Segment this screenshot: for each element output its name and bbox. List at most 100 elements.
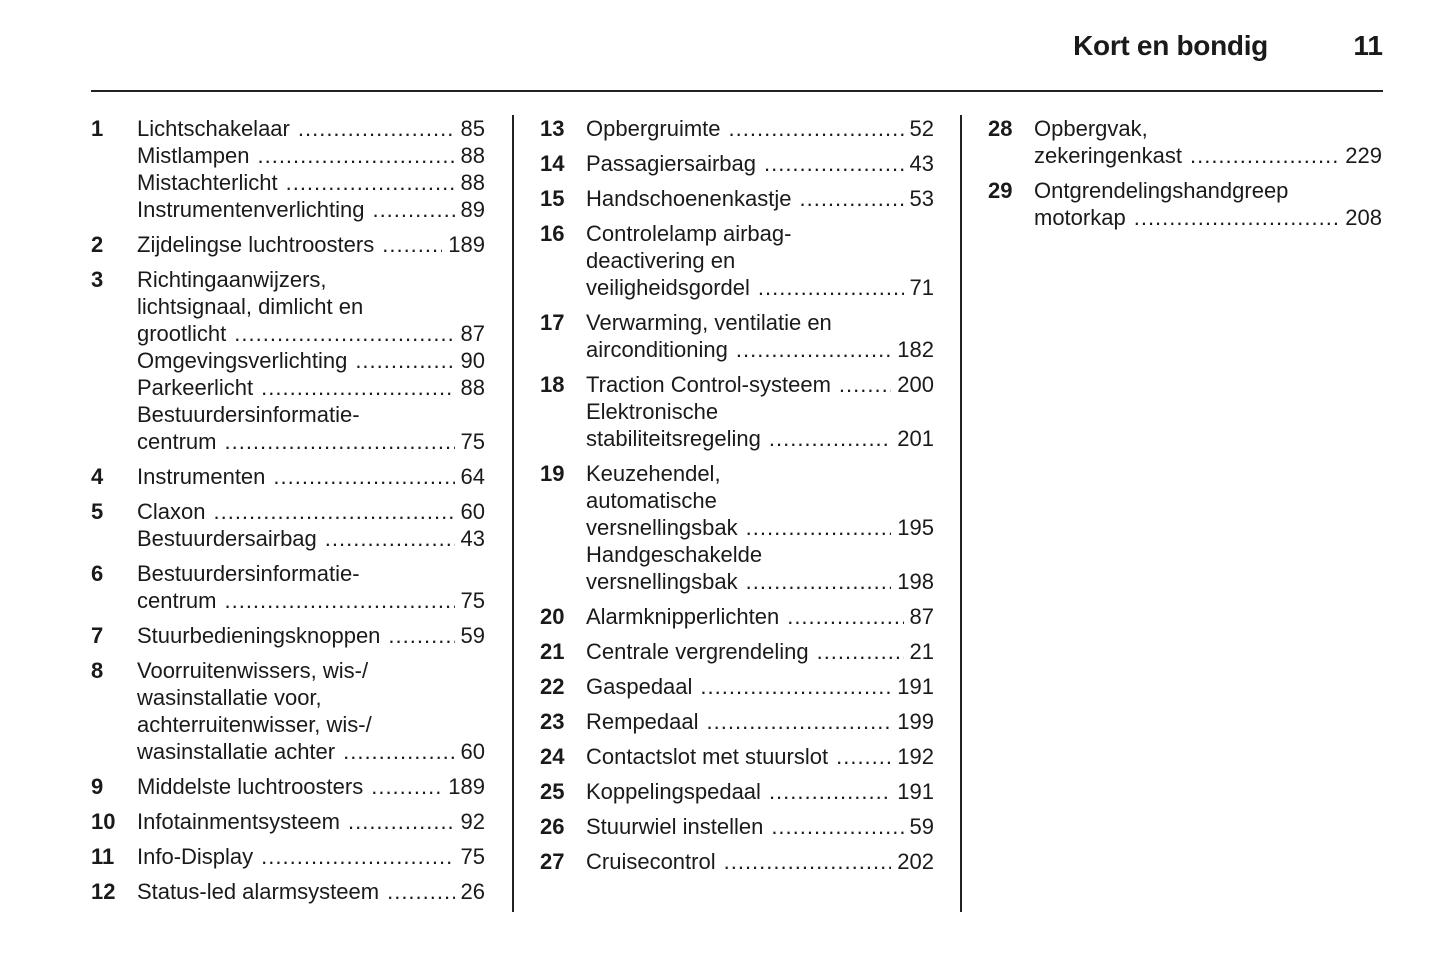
page-reference: 89 xyxy=(460,197,485,222)
entry-line: Omgevingsverlichting....................… xyxy=(137,347,485,374)
entry-line: Lichtschakelaar.........................… xyxy=(137,115,485,142)
entry-line: Verwarming, ventilatie en xyxy=(586,309,934,336)
entry-text: deactivering en xyxy=(586,248,736,273)
entry-line: Zijdelingse luchtroosters...............… xyxy=(137,231,485,258)
dot-leader: ........................................… xyxy=(768,426,891,451)
dot-leader: ........................................… xyxy=(763,151,904,176)
entry-text: Contactslot met stuurslot xyxy=(586,744,829,769)
entry-number: 26 xyxy=(540,814,565,839)
entry-line: deactivering en xyxy=(586,247,934,274)
entry-number: 8 xyxy=(91,658,104,683)
entry-lines: Lichtschakelaar.........................… xyxy=(137,115,485,223)
dot-leader: ........................................… xyxy=(355,348,455,373)
entry-line: Contactslot met stuurslot...............… xyxy=(586,743,934,770)
dot-leader: ........................................… xyxy=(757,275,904,300)
entry-lines: Stuurwiel instellen.....................… xyxy=(586,813,934,840)
entry-line: Alarmknipperlichten.....................… xyxy=(586,603,934,630)
entry-text: Passagiersairbag xyxy=(586,151,756,176)
dot-leader: ........................................… xyxy=(768,779,891,804)
page-reference: 189 xyxy=(448,774,485,799)
entry-text: Bestuurdersinformatie- xyxy=(137,402,360,427)
entry-text: Omgevingsverlichting xyxy=(137,348,348,373)
index-entry: 7 Stuurbedieningsknoppen.................… xyxy=(91,622,485,649)
page-reference: 21 xyxy=(909,639,934,664)
entry-line: Info-Display............................… xyxy=(137,843,485,870)
entry-lines: Middelste luchtroosters.................… xyxy=(137,773,485,800)
entry-number: 17 xyxy=(540,310,565,335)
entry-lines: Stuurbedieningsknoppen..................… xyxy=(137,622,485,649)
index-entry: 29 Ontgrendelingshandgreep motorkap.......… xyxy=(988,177,1382,231)
entry-line: wasinstallatie achter...................… xyxy=(137,738,485,765)
entry-text: veiligheidsgordel xyxy=(586,275,750,300)
entry-text: Keuzehendel, xyxy=(586,461,721,486)
page-reference: 198 xyxy=(897,569,934,594)
index-entry: 2 Zijdelingse luchtroosters..............… xyxy=(91,231,485,258)
entry-number: 19 xyxy=(540,461,565,486)
dot-leader: ........................................… xyxy=(297,116,455,141)
page-reference: 75 xyxy=(460,429,485,454)
column-1: 1 Lichtschakelaar........................… xyxy=(91,115,485,913)
entry-text: versnellingsbak xyxy=(586,569,738,594)
dot-leader: ........................................… xyxy=(745,569,892,594)
header-rule xyxy=(91,90,1383,92)
index-entry: 14 Passagiersairbag......................… xyxy=(540,150,934,177)
page-reference: 92 xyxy=(460,809,485,834)
entry-lines: Handschoenenkastje......................… xyxy=(586,185,934,212)
dot-leader: ........................................… xyxy=(787,604,903,629)
entry-line: Traction Control-systeem................… xyxy=(586,371,934,398)
page-reference: 75 xyxy=(460,588,485,613)
entry-text: Opbergvak, xyxy=(1034,116,1148,141)
entry-line: Cruisecontrol...........................… xyxy=(586,848,934,875)
entry-text: Mistlampen xyxy=(137,143,250,168)
dot-leader: ........................................… xyxy=(745,515,892,540)
entry-line: Stuurbedieningsknoppen..................… xyxy=(137,622,485,649)
dot-leader: ........................................… xyxy=(371,774,443,799)
dot-leader: ........................................… xyxy=(324,526,455,551)
entry-text: Gaspedaal xyxy=(586,674,693,699)
entry-line: Richtingaanwijzers, xyxy=(137,266,485,293)
entry-text: versnellingsbak xyxy=(586,515,738,540)
index-entry: 23 Rempedaal.............................… xyxy=(540,708,934,735)
entry-text: Alarmknipperlichten xyxy=(586,604,780,629)
entry-line: Opbergruimte............................… xyxy=(586,115,934,142)
index-entry: 22 Gaspedaal.............................… xyxy=(540,673,934,700)
entry-number: 20 xyxy=(540,604,565,629)
page-reference: 229 xyxy=(1345,143,1382,168)
entry-line: versnellingsbak.........................… xyxy=(586,568,934,595)
column-2: 13 Opbergruimte..........................… xyxy=(540,115,934,883)
entry-number: 7 xyxy=(91,623,104,648)
page-reference: 71 xyxy=(909,275,934,300)
entry-line: Ontgrendelingshandgreep xyxy=(1034,177,1382,204)
entry-text: Controlelamp airbag- xyxy=(586,221,792,246)
entry-lines: Status-led alarmsysteem.................… xyxy=(137,878,485,905)
entry-text: wasinstallatie achter xyxy=(137,739,336,764)
entry-lines: Controlelamp airbag-deactivering en veili… xyxy=(586,220,934,301)
entry-text: motorkap xyxy=(1034,205,1126,230)
entry-number: 11 xyxy=(91,844,115,869)
index-entry: 11 Info-Display..........................… xyxy=(91,843,485,870)
entry-line: Rempedaal...............................… xyxy=(586,708,934,735)
entry-text: Ontgrendelingshandgreep xyxy=(1034,178,1289,203)
entry-number: 9 xyxy=(91,774,104,799)
page-reference: 182 xyxy=(897,337,934,362)
column-divider xyxy=(960,115,962,912)
entry-text: Koppelingspedaal xyxy=(586,779,761,804)
entry-number: 3 xyxy=(91,267,104,292)
index-entry: 20 Alarmknipperlichten...................… xyxy=(540,603,934,630)
index-entry: 28 Opbergvak, zekeringenkast..............… xyxy=(988,115,1382,169)
page-reference: 75 xyxy=(460,844,485,869)
dot-leader: ........................................… xyxy=(1189,143,1340,168)
entry-line: motorkap................................… xyxy=(1034,204,1382,231)
entry-line: veiligheidsgordel.......................… xyxy=(586,274,934,301)
dot-leader: ........................................… xyxy=(706,709,892,734)
entry-number: 24 xyxy=(540,744,565,769)
index-entry: 26 Stuurwiel instellen...................… xyxy=(540,813,934,840)
entry-number: 23 xyxy=(540,709,565,734)
entry-line: stabiliteitsregeling....................… xyxy=(586,425,934,452)
entry-line: lichtsignaal, dimlicht en xyxy=(137,293,485,320)
entry-text: Elektronische xyxy=(586,399,719,424)
entry-lines: Voorruitenwissers, wis-/wasinstallatie v… xyxy=(137,657,485,765)
entry-line: Keuzehendel, xyxy=(586,460,934,487)
entry-text: Handschoenenkastje xyxy=(586,186,792,211)
page-reference: 88 xyxy=(460,143,485,168)
